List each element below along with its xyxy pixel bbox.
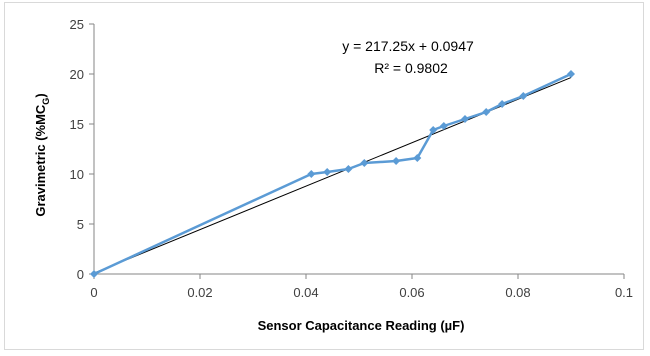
y-tick-label: 10: [70, 167, 84, 182]
data-point-marker: [323, 168, 332, 176]
y-tick-label: 25: [70, 17, 84, 32]
y-axis-title-subscript: G: [41, 98, 51, 105]
data-point-marker: [307, 170, 316, 178]
data-point-marker: [482, 108, 491, 116]
x-tick-label: 0.08: [505, 285, 530, 300]
x-tick-label: 0.06: [399, 285, 424, 300]
data-point-marker: [90, 270, 98, 278]
trendline-path: [93, 77, 572, 274]
data-point-marker: [360, 159, 369, 167]
y-tick-label: 0: [77, 267, 84, 282]
data-point-marker: [461, 115, 469, 123]
x-tick-label: 0.04: [293, 285, 318, 300]
y-tick-label: 15: [70, 117, 84, 132]
data-point-marker: [498, 100, 507, 108]
r-squared-label: R² = 0.9802: [374, 60, 448, 76]
y-axis-title-close: ): [33, 93, 48, 97]
data-point-marker: [519, 92, 528, 100]
x-axis-title: Sensor Capacitance Reading (µF): [258, 318, 465, 333]
y-tick-label: 20: [70, 67, 84, 82]
x-tick-label: 0.02: [187, 285, 212, 300]
data-point-marker: [439, 122, 448, 130]
y-axis-title: Gravimetric (%MCG): [33, 93, 51, 216]
y-axis-title-main: Gravimetric (%MC: [33, 104, 48, 217]
scatter-chart: 0 5 10 15 20 25 0 0.02 0.04 0.06 0.08 0.1 y = 217.2…: [33, 17, 634, 333]
tick-labels: 0 5 10 15 20 25 0 0.02 0.04 0.06 0.08 0.1: [70, 17, 634, 300]
y-tick-label: 5: [77, 217, 84, 232]
axes: [89, 23, 625, 279]
trendline-equation: y = 217.25x + 0.0947: [342, 38, 474, 54]
data-point-marker: [344, 165, 353, 173]
x-tick-label: 0: [90, 285, 97, 300]
trendline: [93, 77, 572, 274]
data-series: [90, 70, 575, 278]
x-tick-label: 0.1: [615, 285, 633, 300]
data-point-marker: [413, 154, 422, 162]
data-point-marker: [392, 157, 401, 165]
chart-frame: 0 5 10 15 20 25 0 0.02 0.04 0.06 0.08 0.1 y = 217.2…: [4, 2, 644, 350]
data-point-marker: [429, 126, 438, 134]
data-point-marker: [567, 70, 575, 78]
